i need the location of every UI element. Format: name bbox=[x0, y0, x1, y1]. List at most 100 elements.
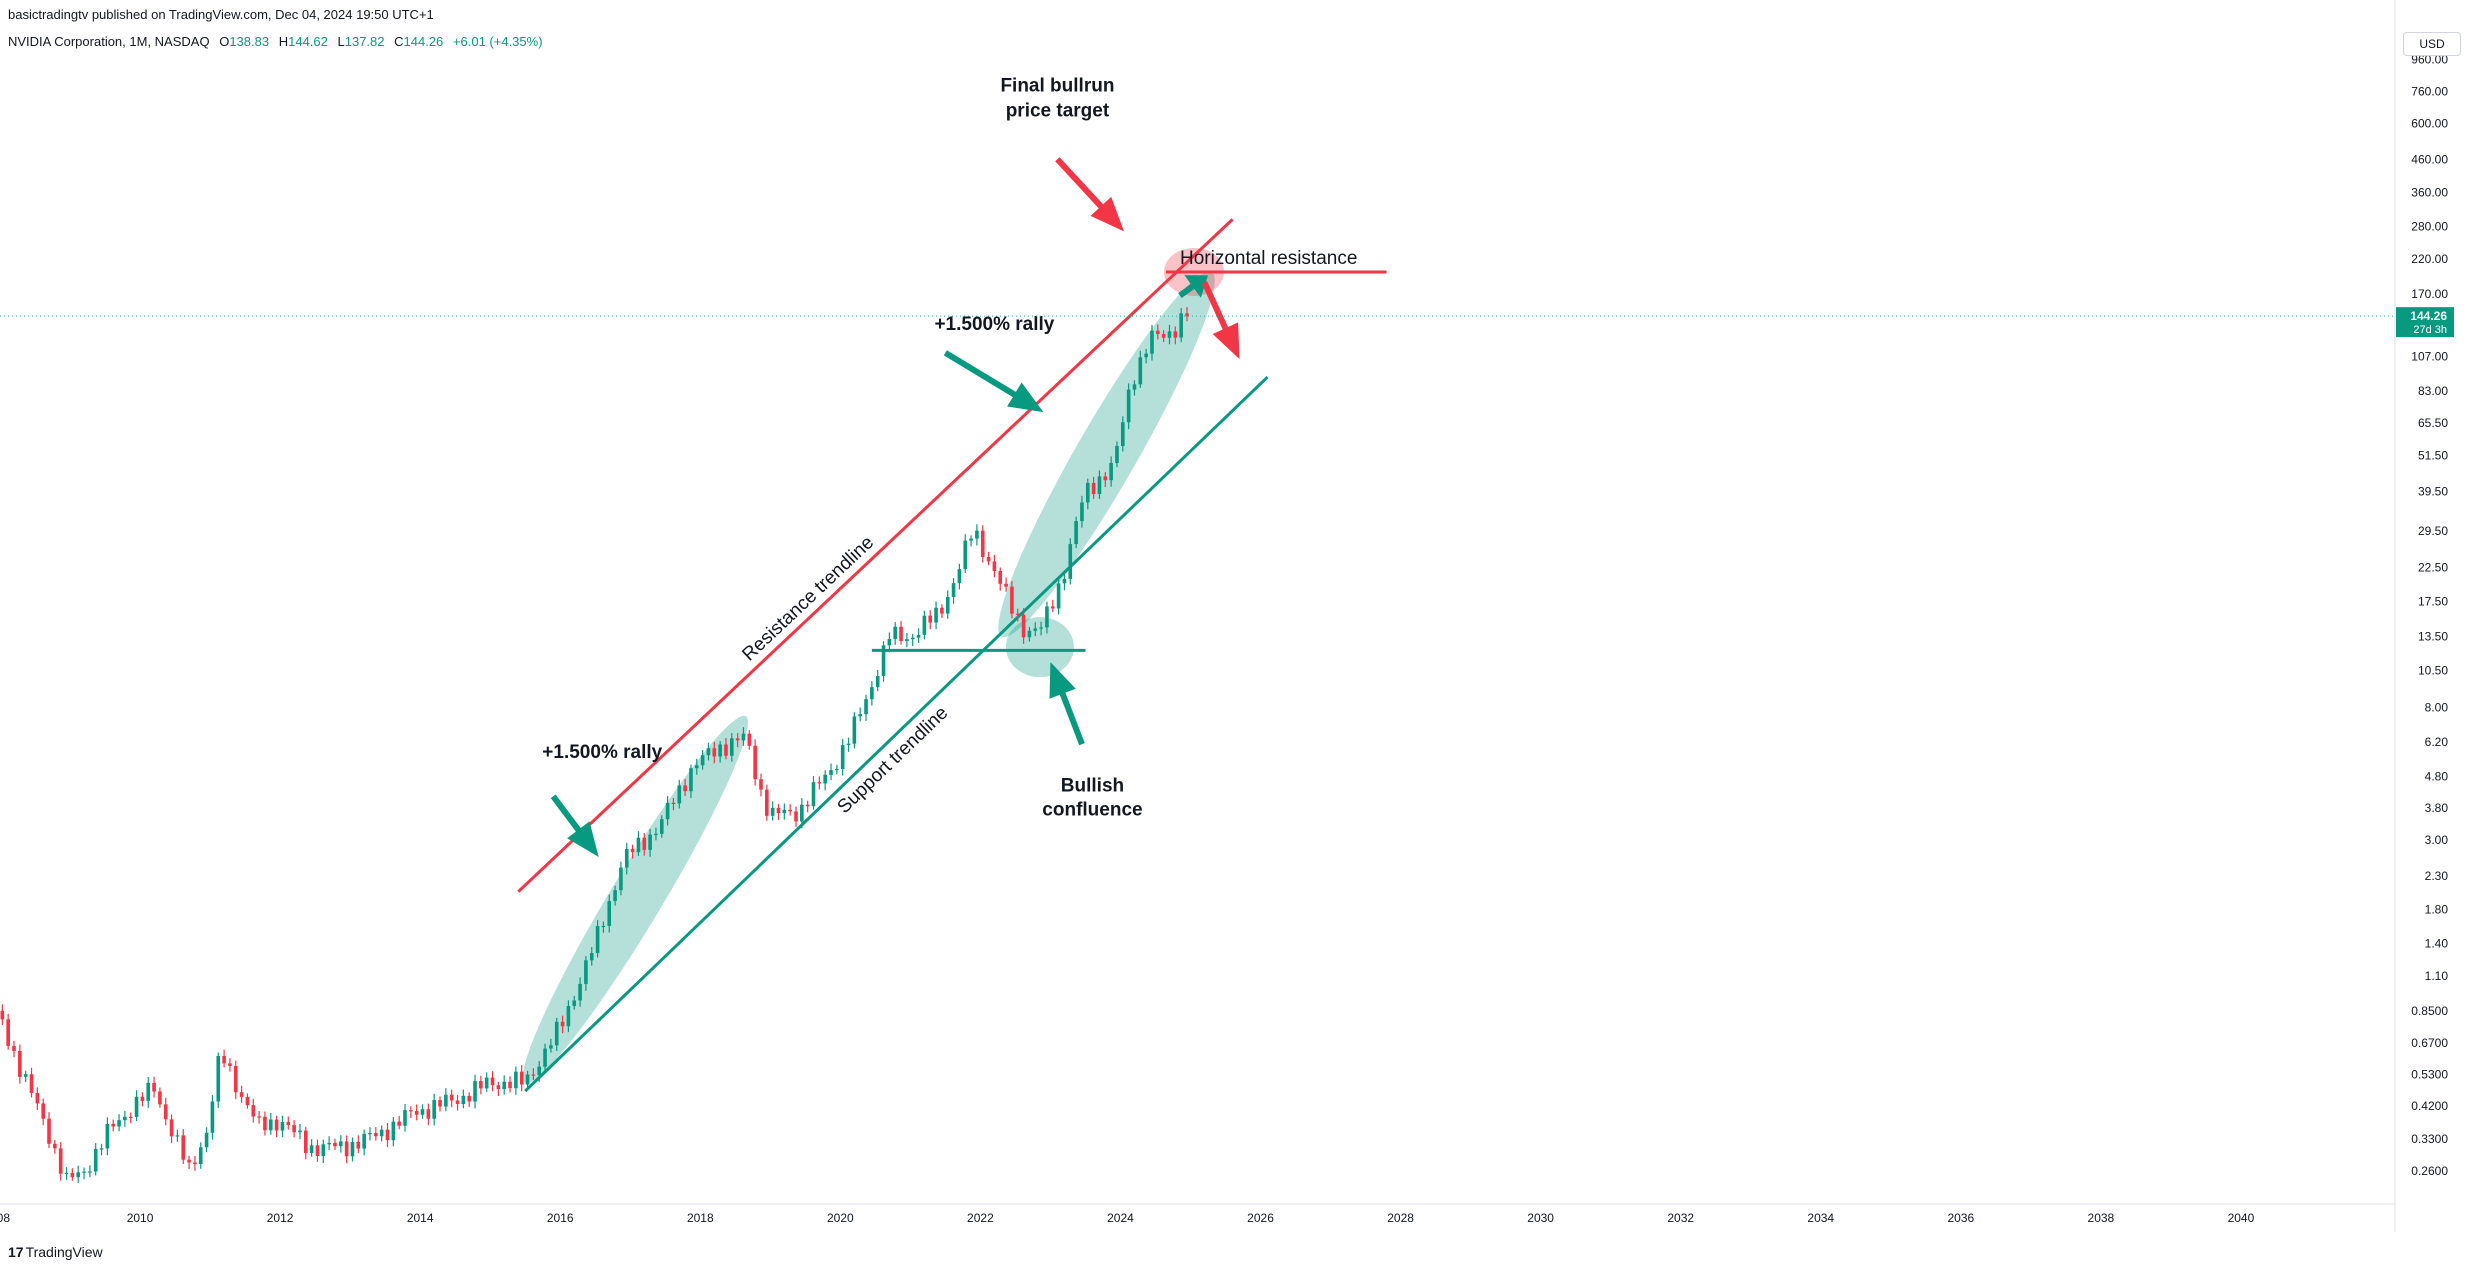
y-tick-label: 83.00 bbox=[2418, 384, 2448, 398]
candle-body bbox=[140, 1096, 145, 1101]
y-tick-label: 170.00 bbox=[2411, 287, 2448, 301]
currency-button[interactable]: USD bbox=[2403, 32, 2461, 56]
candle-body bbox=[245, 1096, 250, 1106]
high-value: 144.62 bbox=[288, 34, 328, 49]
candle-body bbox=[263, 1116, 267, 1131]
candle-body bbox=[484, 1077, 489, 1089]
candle-body bbox=[951, 583, 956, 597]
candle-body bbox=[93, 1148, 98, 1172]
candle-body bbox=[969, 538, 973, 541]
candle-body bbox=[980, 530, 985, 557]
candle-body bbox=[175, 1135, 180, 1137]
candle-body bbox=[379, 1129, 384, 1137]
candle-body bbox=[765, 789, 769, 816]
candle-body bbox=[1021, 614, 1026, 638]
candle-body bbox=[216, 1056, 221, 1102]
candle-body bbox=[1085, 482, 1090, 503]
candle-body bbox=[601, 925, 606, 928]
target-label-line1: Final bullrun bbox=[1000, 75, 1114, 96]
candle-body bbox=[794, 811, 798, 822]
close-value: 144.26 bbox=[403, 34, 444, 49]
x-tick-label: 008 bbox=[0, 1211, 10, 1225]
candle-body bbox=[1027, 630, 1032, 638]
resistance-trendline bbox=[517, 218, 1234, 893]
candle-body bbox=[1091, 482, 1096, 495]
candle-body bbox=[782, 809, 787, 814]
candle-body bbox=[1167, 331, 1172, 338]
y-tick-label: 960.00 bbox=[2411, 53, 2448, 67]
candle-body bbox=[368, 1133, 372, 1135]
candle-body bbox=[654, 833, 658, 836]
change-value: +6.01 (+4.35%) bbox=[452, 34, 543, 49]
x-tick-label: 2012 bbox=[267, 1211, 294, 1225]
candle-body bbox=[1056, 583, 1061, 609]
y-tick-label: 0.5300 bbox=[2411, 1068, 2448, 1082]
candle-body bbox=[963, 540, 968, 570]
candle-body bbox=[700, 755, 705, 766]
candle-body bbox=[998, 570, 1003, 584]
candle-body bbox=[274, 1119, 279, 1131]
candle-body bbox=[776, 807, 781, 814]
candle-body bbox=[222, 1056, 226, 1064]
candle-body bbox=[1045, 606, 1049, 628]
y-tick-label: 107.00 bbox=[2411, 350, 2448, 364]
y-tick-label: 10.50 bbox=[2418, 664, 2448, 678]
candle-body bbox=[490, 1077, 495, 1086]
y-tick-label: 0.6700 bbox=[2411, 1036, 2448, 1050]
candle-body bbox=[875, 676, 880, 688]
rally-arrow-2023 bbox=[943, 350, 1044, 413]
candle-body bbox=[502, 1081, 507, 1090]
candle-body bbox=[70, 1172, 75, 1178]
y-tick-label: 0.2600 bbox=[2411, 1164, 2448, 1178]
candle-body bbox=[29, 1074, 34, 1093]
candle-body bbox=[298, 1130, 302, 1133]
candle-body bbox=[852, 716, 857, 744]
candle-body bbox=[111, 1123, 116, 1127]
candle-body bbox=[893, 626, 898, 640]
candle-body bbox=[385, 1129, 390, 1141]
candle-body bbox=[198, 1147, 203, 1165]
tradingview-logo[interactable]: 17 TradingView bbox=[8, 1244, 103, 1260]
last-price-countdown: 27d 3h bbox=[2413, 324, 2447, 336]
x-tick-label: 2028 bbox=[1387, 1211, 1414, 1225]
y-tick-label: 600.00 bbox=[2411, 116, 2448, 130]
candle-body bbox=[327, 1142, 331, 1145]
support-trendline bbox=[524, 375, 1269, 1093]
candle-body bbox=[636, 837, 641, 853]
x-tick-label: 2024 bbox=[1107, 1211, 1134, 1225]
candle-body bbox=[1138, 357, 1143, 385]
candle-body bbox=[992, 561, 997, 571]
candle-body bbox=[864, 699, 868, 715]
x-tick-label: 2022 bbox=[967, 1211, 994, 1225]
candle-body bbox=[1074, 521, 1078, 545]
candle-body bbox=[1039, 627, 1043, 629]
candle-body bbox=[333, 1142, 337, 1147]
candle-body bbox=[1068, 544, 1073, 579]
candle-body bbox=[374, 1133, 378, 1137]
candle-body bbox=[350, 1141, 355, 1157]
candle-body bbox=[718, 744, 722, 757]
x-tick-label: 2018 bbox=[687, 1211, 714, 1225]
candle-body bbox=[560, 1021, 565, 1027]
candle-body bbox=[671, 802, 676, 805]
candle-body bbox=[817, 782, 822, 784]
y-tick-label: 220.00 bbox=[2411, 252, 2448, 266]
candle-body bbox=[362, 1133, 366, 1149]
candle-body bbox=[1004, 583, 1008, 587]
candle-body bbox=[805, 804, 810, 807]
candle-body bbox=[543, 1048, 547, 1067]
candle-body bbox=[881, 645, 886, 677]
candle-body bbox=[12, 1045, 16, 1051]
open-label: O bbox=[219, 34, 230, 49]
candle-body bbox=[694, 765, 699, 769]
candle-body bbox=[1120, 422, 1125, 447]
candle-body bbox=[88, 1171, 92, 1173]
candle-body bbox=[479, 1081, 483, 1089]
last-price-value: 144.26 bbox=[2410, 309, 2447, 323]
tradingview-logo-icon: 17 bbox=[8, 1244, 24, 1260]
candle-body bbox=[566, 1006, 571, 1027]
candle-body bbox=[455, 1100, 460, 1105]
candle-body bbox=[1103, 476, 1108, 481]
